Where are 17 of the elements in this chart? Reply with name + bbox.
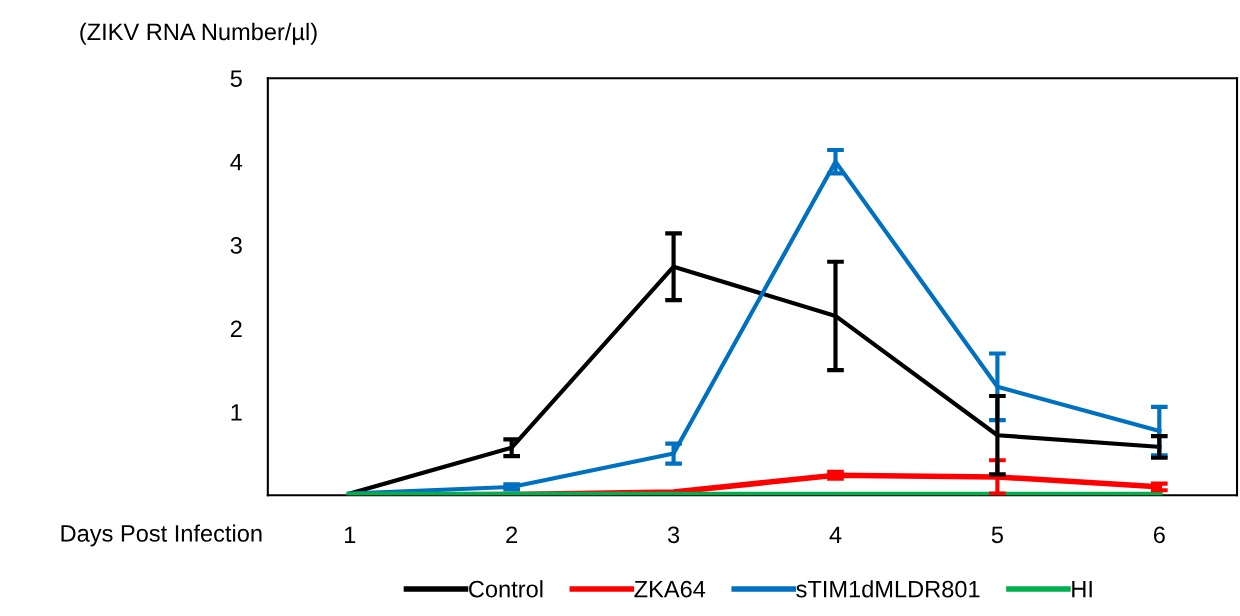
x-tick-label: 4 — [829, 526, 842, 543]
y-tick-label: 3 — [230, 237, 242, 254]
x-axis-title: Days Post Infection — [61, 524, 262, 547]
y-tick-label: 1 — [231, 404, 242, 421]
x-tick-label: 3 — [667, 526, 680, 544]
legend-label: ZKA64 — [634, 580, 706, 598]
x-tick-label: 1 — [345, 526, 356, 543]
legend-label: sTIM1dMLDR801 — [796, 580, 980, 598]
y-tick-label: 4 — [230, 153, 243, 171]
y-axis-title: (ZIKV RNA Number/µl) — [80, 22, 317, 45]
x-tick-label: 6 — [1153, 526, 1165, 544]
legend-label: Control — [469, 580, 543, 598]
y-tick-label: 2 — [230, 320, 242, 338]
y-tick-label: 5 — [230, 70, 242, 88]
legend-label: HI — [1072, 581, 1092, 598]
x-tick-label: 5 — [991, 526, 1003, 544]
x-tick-label: 2 — [506, 526, 518, 543]
